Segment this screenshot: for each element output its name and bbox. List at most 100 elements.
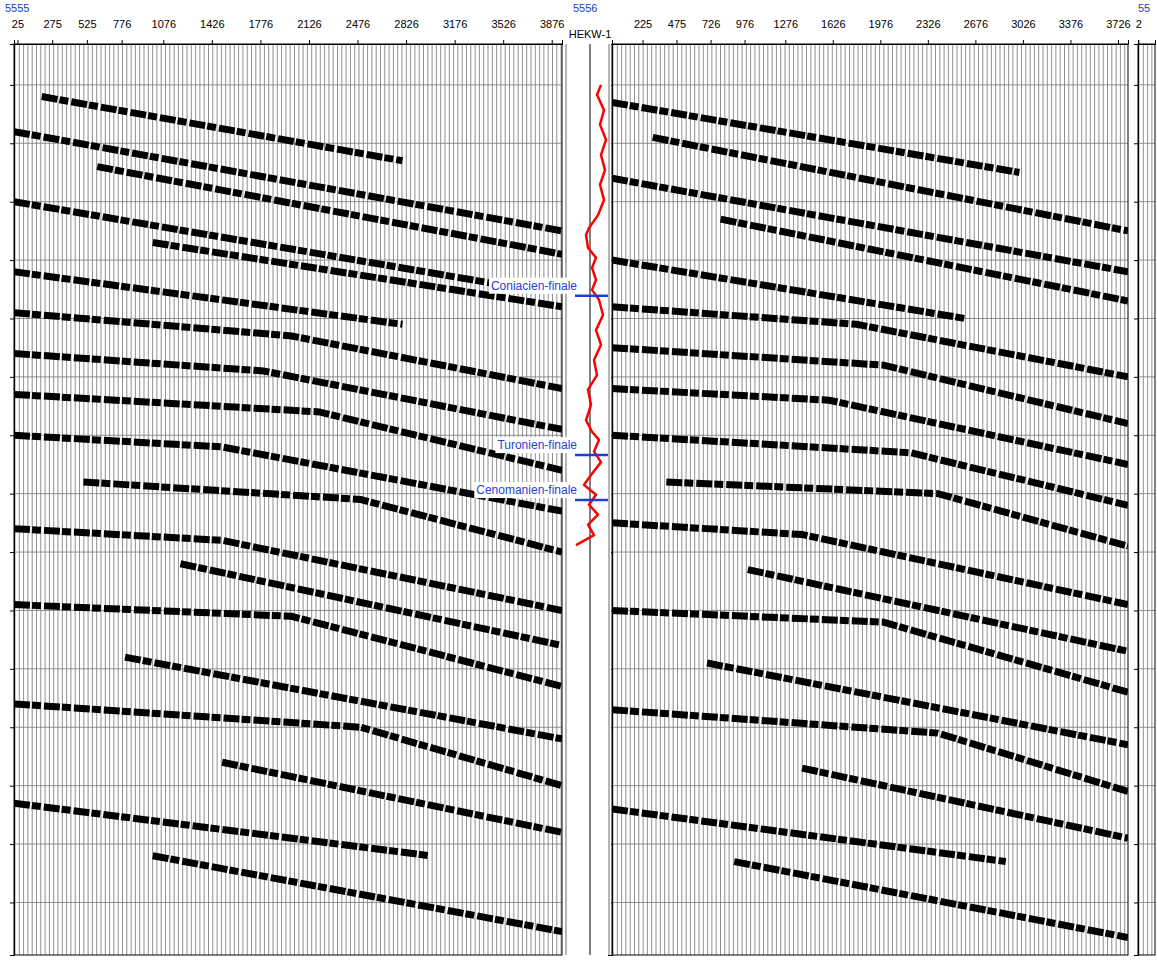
tick-mark — [52, 40, 53, 44]
trace-baseline — [350, 44, 351, 955]
tick-label: 1776 — [249, 18, 273, 30]
trace-baseline — [195, 44, 196, 955]
formation-top — [575, 294, 608, 297]
trace-baseline — [746, 44, 747, 955]
x-tick: 2476 — [346, 18, 370, 44]
reflector — [734, 862, 1128, 938]
axis-line — [1139, 40, 1156, 45]
x-tick: 25 — [12, 18, 24, 44]
trace-baseline — [918, 44, 919, 955]
trace-baseline — [875, 44, 876, 955]
x-tick: 2326 — [916, 18, 940, 44]
tick-mark — [455, 40, 456, 44]
tick-mark — [833, 40, 834, 44]
trace-baseline — [926, 44, 927, 955]
trace-baseline — [737, 44, 738, 955]
grid-line — [1138, 727, 1155, 728]
tick-mark — [163, 40, 164, 44]
trace-baseline — [62, 44, 63, 955]
y-tick — [1134, 786, 1138, 787]
trace-baseline — [1151, 44, 1152, 955]
reflector — [42, 97, 403, 161]
trace-baseline — [802, 44, 803, 955]
tick-mark — [10, 844, 14, 845]
trace-baseline — [853, 44, 854, 955]
trace-baseline — [255, 44, 256, 955]
trace-baseline — [53, 44, 54, 955]
well: HEKW-1Coniacien-finaleTuronien-finaleCen… — [474, 28, 611, 955]
trace-baseline — [389, 44, 390, 955]
reflector — [748, 570, 1128, 652]
tick-mark — [1138, 40, 1139, 44]
tick-mark — [1134, 552, 1138, 553]
trace-baseline — [522, 44, 523, 955]
grid-line — [1138, 668, 1155, 669]
trace-baseline — [1060, 44, 1061, 955]
section-panel: 2527552577610761426177621262476282631763… — [5, 2, 564, 956]
grid-line — [1138, 552, 1155, 553]
trace-baseline — [982, 44, 983, 955]
tick-mark — [975, 40, 976, 44]
tick-label: 2676 — [964, 18, 988, 30]
axis-line — [1134, 45, 1139, 956]
plot-area — [1138, 44, 1155, 955]
tick-mark — [1134, 318, 1138, 319]
trace-baseline — [699, 44, 700, 955]
trace-baseline — [754, 44, 755, 955]
x-tick: 3526 — [491, 18, 515, 44]
x-tick: 2126 — [297, 18, 321, 44]
trace-baseline — [535, 44, 536, 955]
tick-mark — [1134, 377, 1138, 378]
y-tick — [10, 727, 14, 728]
trace-baseline — [251, 44, 252, 955]
x-tick: 475 — [668, 18, 686, 44]
trace-baseline — [101, 44, 102, 955]
tick-label: 3176 — [443, 18, 467, 30]
panel-title: 5556 — [573, 2, 597, 14]
trace-baseline — [79, 44, 80, 955]
tick-label: 3376 — [1059, 18, 1083, 30]
trace-baseline — [888, 44, 889, 955]
x-tick: 3726 — [1106, 18, 1130, 44]
tick-mark — [10, 494, 14, 495]
grid-line — [612, 610, 1128, 611]
grid-line — [1138, 318, 1155, 319]
panel-title: 55 — [1138, 2, 1150, 14]
trace-baseline — [724, 44, 725, 955]
trace-baseline — [36, 44, 37, 955]
plot-area — [14, 44, 562, 955]
trace-baseline — [987, 44, 988, 955]
trace-baseline — [277, 44, 278, 955]
trace-baseline — [1012, 44, 1013, 955]
reflector — [612, 809, 1006, 862]
trace-baseline — [552, 44, 553, 955]
tick-mark — [552, 40, 553, 44]
y-axis — [1134, 45, 1139, 956]
trace-baseline — [1077, 44, 1078, 955]
trace-baseline — [840, 44, 841, 955]
reflector — [14, 605, 562, 687]
trace-baseline — [716, 44, 717, 955]
trace-baseline — [767, 44, 768, 955]
y-tick — [1134, 85, 1138, 86]
x-tick: 1276 — [774, 18, 798, 44]
grid-line — [612, 902, 1128, 903]
top-name: Cenomanien-finale — [476, 483, 577, 497]
y-tick — [1134, 727, 1138, 728]
trace-baseline — [763, 44, 764, 955]
trace-baseline — [105, 44, 106, 955]
trace-baseline — [849, 44, 850, 955]
grid-line — [1138, 376, 1155, 377]
trace-baseline — [806, 44, 807, 955]
trace-baseline — [776, 44, 777, 955]
grid-line — [1138, 844, 1155, 845]
tick-mark — [745, 40, 746, 44]
trace-baseline — [531, 44, 532, 955]
reflector — [222, 762, 562, 832]
grid-line — [612, 376, 1128, 377]
tick-label: 3526 — [491, 18, 515, 30]
trace-baseline — [225, 44, 226, 955]
tick-label: 525 — [78, 18, 96, 30]
trace-baseline — [66, 44, 67, 955]
trace-baseline — [789, 44, 790, 955]
